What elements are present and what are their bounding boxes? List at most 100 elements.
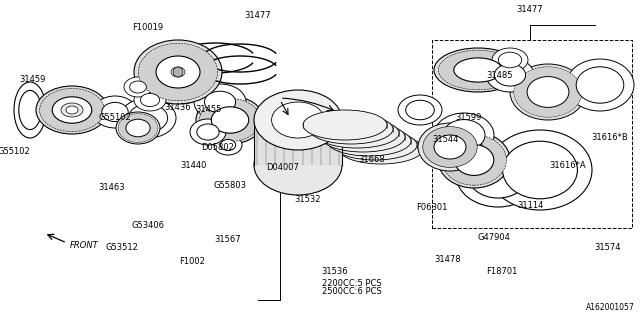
Ellipse shape [334, 114, 386, 150]
Ellipse shape [492, 48, 528, 72]
Text: D05802: D05802 [202, 143, 234, 153]
Ellipse shape [116, 112, 160, 144]
Text: 31440: 31440 [180, 161, 206, 170]
Text: 31463: 31463 [99, 183, 125, 193]
Ellipse shape [398, 95, 442, 125]
Ellipse shape [339, 134, 423, 164]
Ellipse shape [19, 90, 41, 130]
Ellipse shape [214, 135, 242, 155]
Ellipse shape [333, 130, 417, 160]
Ellipse shape [66, 106, 78, 114]
Ellipse shape [527, 76, 569, 108]
Ellipse shape [211, 107, 249, 133]
Text: 31574: 31574 [595, 244, 621, 252]
Ellipse shape [138, 43, 218, 101]
Text: 31616*A: 31616*A [550, 161, 586, 170]
Text: 31536: 31536 [322, 268, 348, 276]
Ellipse shape [406, 100, 435, 120]
Ellipse shape [262, 137, 278, 148]
Ellipse shape [118, 114, 158, 142]
Ellipse shape [343, 120, 377, 144]
Text: 2500CC:6 PCS: 2500CC:6 PCS [322, 287, 382, 297]
Ellipse shape [315, 118, 399, 148]
Ellipse shape [120, 98, 176, 138]
Ellipse shape [488, 130, 592, 210]
Ellipse shape [102, 102, 128, 122]
Text: G55803: G55803 [214, 180, 246, 189]
Ellipse shape [494, 64, 525, 86]
Ellipse shape [434, 135, 466, 159]
Bar [432, 40, 632, 228]
Ellipse shape [165, 63, 191, 81]
Ellipse shape [129, 104, 168, 132]
Ellipse shape [502, 141, 577, 199]
Ellipse shape [434, 113, 494, 157]
Text: 2200CC:5 PCS: 2200CC:5 PCS [322, 278, 382, 287]
Ellipse shape [14, 82, 46, 138]
Ellipse shape [256, 132, 284, 152]
Ellipse shape [576, 67, 624, 103]
Ellipse shape [566, 59, 634, 111]
Text: 31436: 31436 [164, 103, 191, 113]
Ellipse shape [140, 93, 159, 107]
Ellipse shape [271, 102, 324, 138]
Ellipse shape [61, 103, 83, 117]
Ellipse shape [514, 67, 582, 117]
Ellipse shape [442, 135, 506, 185]
Ellipse shape [194, 84, 246, 120]
Text: 31485: 31485 [487, 70, 513, 79]
Text: F06301: F06301 [416, 204, 448, 212]
Ellipse shape [434, 48, 522, 92]
Text: 31544: 31544 [432, 135, 458, 145]
Text: 31567: 31567 [214, 236, 241, 244]
Ellipse shape [133, 124, 143, 132]
Ellipse shape [220, 140, 236, 150]
Text: D04007: D04007 [267, 164, 300, 172]
Ellipse shape [303, 110, 387, 140]
Text: F10019: F10019 [132, 23, 164, 33]
Ellipse shape [200, 99, 260, 141]
Ellipse shape [190, 119, 226, 145]
Text: G55102: G55102 [99, 114, 131, 123]
Text: G47904: G47904 [477, 234, 511, 243]
Ellipse shape [134, 40, 222, 104]
Ellipse shape [454, 58, 502, 82]
Ellipse shape [196, 96, 264, 144]
Ellipse shape [204, 91, 236, 113]
Ellipse shape [456, 143, 540, 207]
Ellipse shape [124, 77, 152, 97]
Text: F18701: F18701 [486, 268, 518, 276]
Ellipse shape [36, 86, 108, 134]
Ellipse shape [126, 119, 150, 137]
Ellipse shape [510, 64, 586, 120]
Ellipse shape [468, 152, 528, 198]
Ellipse shape [486, 58, 534, 92]
Ellipse shape [499, 52, 522, 68]
Text: 31477: 31477 [244, 11, 271, 20]
Text: 31616*B: 31616*B [591, 133, 628, 142]
Ellipse shape [156, 56, 200, 88]
Ellipse shape [129, 81, 147, 93]
Text: 31532: 31532 [295, 196, 321, 204]
Ellipse shape [438, 132, 510, 188]
Ellipse shape [309, 114, 393, 144]
Circle shape [173, 67, 183, 77]
Text: G53406: G53406 [131, 220, 164, 229]
Text: F1002: F1002 [179, 258, 205, 267]
Ellipse shape [197, 124, 219, 140]
Text: 31455: 31455 [195, 106, 221, 115]
Text: 31668: 31668 [358, 156, 385, 164]
Ellipse shape [423, 127, 477, 167]
Ellipse shape [40, 88, 104, 132]
Text: G55102: G55102 [0, 148, 30, 156]
Text: 31477: 31477 [516, 5, 543, 14]
Ellipse shape [254, 135, 342, 195]
Ellipse shape [321, 122, 405, 152]
Text: G53512: G53512 [106, 244, 138, 252]
Text: A162001057: A162001057 [586, 303, 635, 312]
Ellipse shape [443, 120, 485, 150]
Ellipse shape [52, 97, 92, 123]
Ellipse shape [254, 90, 342, 150]
Text: 31459: 31459 [19, 76, 45, 84]
Bar [254, 120, 342, 165]
